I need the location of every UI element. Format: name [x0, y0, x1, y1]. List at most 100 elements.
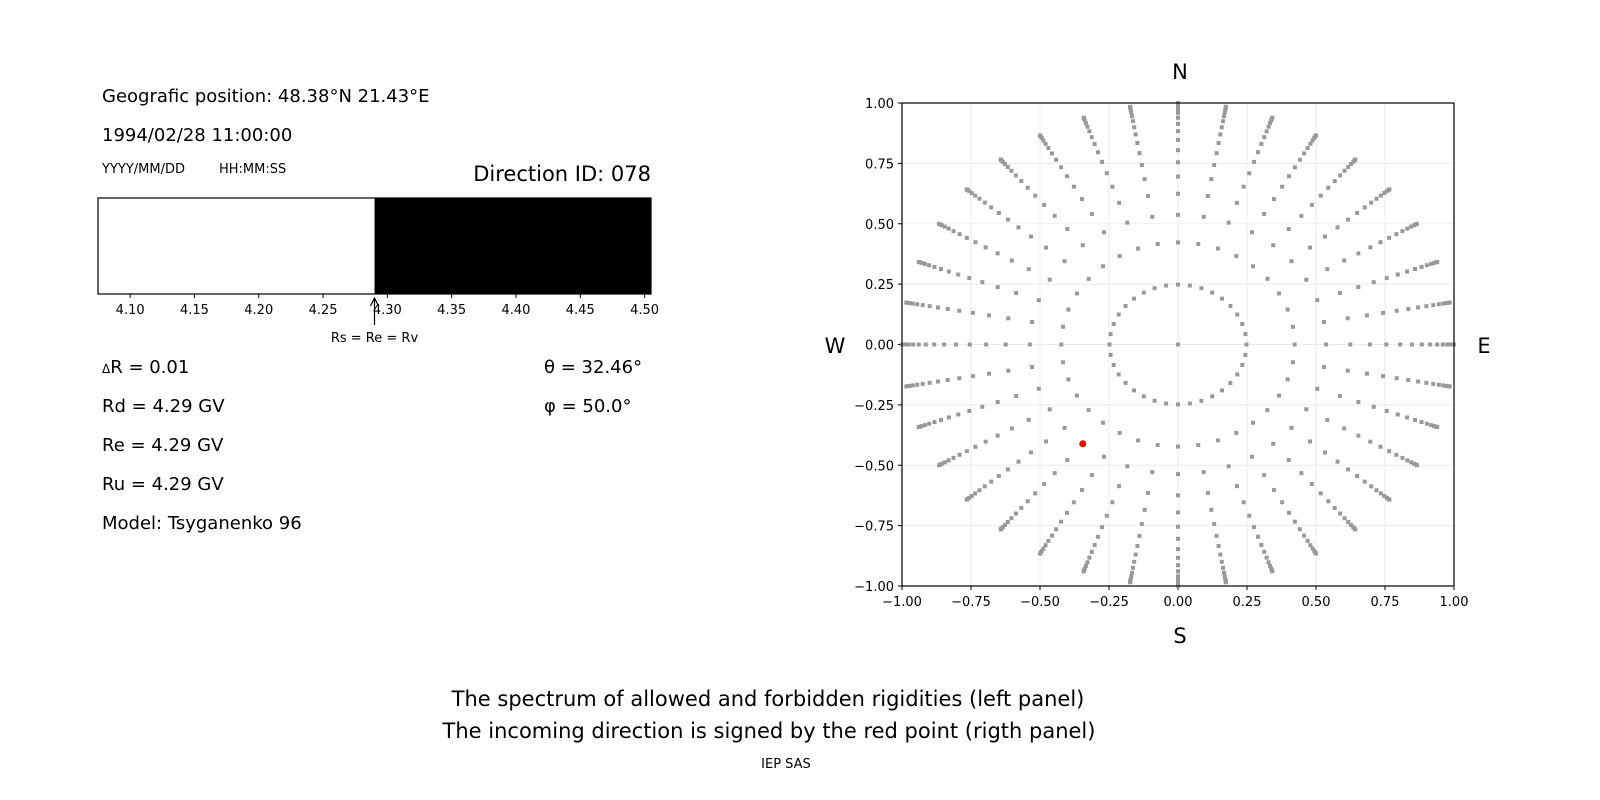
direction-point: [996, 210, 1001, 215]
direction-point: [1036, 298, 1041, 303]
direction-point: [1005, 520, 1010, 525]
direction-point: [1085, 124, 1090, 129]
x-tick-label: 4.45: [566, 303, 595, 318]
direction-point: [957, 308, 962, 313]
direction-point: [1089, 549, 1094, 554]
direction-point: [987, 371, 992, 376]
direction-point: [1251, 159, 1256, 164]
direction-point: [935, 305, 940, 310]
direction-point: [922, 423, 927, 428]
direction-point: [1006, 368, 1011, 373]
direction-point: [927, 421, 932, 426]
direction-point: [1265, 276, 1270, 281]
direction-point: [1280, 184, 1285, 189]
direction-point: [1092, 142, 1097, 147]
direction-point: [1141, 290, 1146, 295]
direction-point: [1009, 426, 1014, 431]
direction-point: [1131, 388, 1136, 393]
direction-point: [1349, 523, 1354, 528]
direction-point: [1356, 399, 1361, 404]
direction-point: [1378, 444, 1383, 449]
y-tick-label: −0.75: [854, 520, 894, 535]
direction-point: [1289, 425, 1294, 430]
direction-point: [923, 342, 928, 347]
direction-point: [1265, 408, 1270, 413]
direction-point: [911, 342, 916, 347]
direction-point: [1215, 438, 1220, 443]
direction-point: [1111, 362, 1116, 367]
spectrum-segment-allowed: [98, 198, 375, 294]
direction-point: [1089, 473, 1094, 478]
datetime: 1994/02/28 11:00:00: [102, 125, 292, 146]
direction-point: [1201, 470, 1206, 475]
direction-point: [1117, 254, 1122, 259]
direction-point: [1052, 471, 1057, 476]
direction-point: [1325, 417, 1330, 422]
direction-point: [1009, 258, 1014, 263]
direction-point: [937, 221, 942, 226]
direction-point: [1441, 383, 1446, 388]
direction-point: [1264, 129, 1269, 134]
direction-point: [1146, 194, 1151, 199]
direction-point: [1387, 235, 1392, 240]
direction-point: [1108, 352, 1113, 357]
direction-point: [1089, 211, 1094, 216]
north-label: N: [1172, 60, 1188, 84]
direction-point: [1101, 230, 1106, 235]
direction-point: [1216, 543, 1221, 548]
direction-point: [1290, 324, 1295, 329]
direction-point: [1382, 493, 1387, 498]
direction-point: [973, 240, 978, 245]
direction-point: [1394, 376, 1399, 381]
east-label: E: [1477, 334, 1490, 358]
direction-point: [1371, 280, 1376, 285]
direction-point: [1049, 151, 1054, 156]
direction-point: [1096, 534, 1101, 539]
direction-point: [1315, 386, 1320, 391]
direction-point: [982, 200, 987, 205]
direction-point: [1129, 110, 1134, 115]
direction-point: [1176, 574, 1180, 579]
direction-point: [932, 342, 937, 347]
direction-point: [1429, 261, 1434, 266]
direction-point: [1305, 538, 1310, 543]
direction-point: [1318, 193, 1323, 198]
direction-point: [1444, 301, 1449, 306]
direction-point: [1059, 165, 1064, 170]
direction-point: [1405, 415, 1410, 420]
direction-point: [1005, 217, 1010, 222]
direction-point: [1223, 580, 1228, 585]
direction-point: [1262, 473, 1267, 478]
direction-point: [984, 342, 989, 347]
direction-point: [1061, 360, 1066, 365]
direction-point: [1087, 555, 1092, 560]
direction-point: [1409, 224, 1414, 229]
direction-point: [987, 313, 992, 318]
direction-point: [1133, 132, 1138, 137]
direction-point: [903, 342, 908, 347]
direction-point: [1117, 484, 1122, 489]
direction-point: [1332, 505, 1337, 510]
direction-point: [1026, 267, 1031, 272]
direction-point: [1292, 519, 1297, 524]
direction-point: [1228, 303, 1233, 308]
direction-point: [998, 157, 1003, 162]
direction-point: [1277, 291, 1282, 296]
direction-point: [1033, 193, 1038, 198]
direction-point: [1199, 286, 1204, 291]
direction-point: [1130, 114, 1135, 119]
direction-point: [1395, 272, 1400, 277]
direction-point: [1142, 177, 1147, 182]
direction-point: [1234, 430, 1239, 435]
direction-point: [1043, 543, 1048, 548]
direction-point: [973, 444, 978, 449]
direction-map-chart: −1.00 −0.75 −0.50 −0.25 0.00 0.25 0.50 0.75 1.00…: [854, 97, 1468, 610]
direction-point: [1400, 229, 1405, 234]
direction-point: [1250, 420, 1255, 425]
direction-point: [1212, 521, 1217, 526]
direction-point: [1176, 402, 1180, 407]
direction-point: [1378, 240, 1383, 245]
direction-point: [1196, 241, 1201, 246]
direction-point: [1447, 300, 1452, 305]
direction-point: [1005, 164, 1010, 169]
